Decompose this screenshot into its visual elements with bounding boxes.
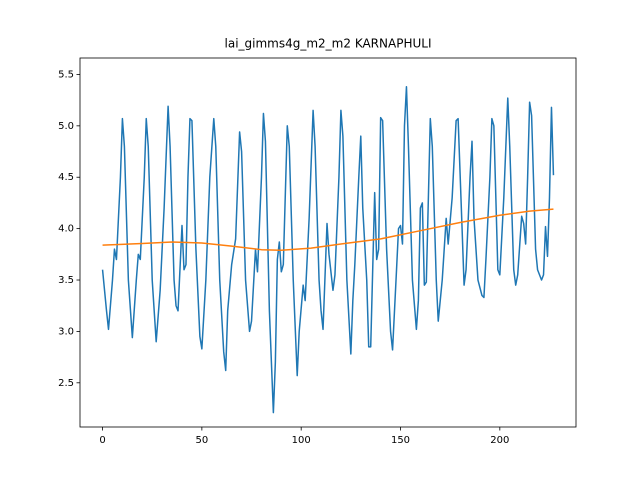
y-tick-label: 4.5 (58, 172, 74, 183)
x-tick-label: 200 (490, 435, 509, 446)
chart-title: lai_gimms4g_m2_m2 KARNAPHULI (225, 37, 432, 51)
y-tick-label: 4.0 (58, 224, 74, 235)
y-tick-label: 5.5 (58, 69, 74, 80)
x-tick-label: 100 (292, 435, 311, 446)
y-tick-label: 3.5 (58, 275, 74, 286)
plot-frame (79, 57, 577, 428)
x-tick-label: 50 (195, 435, 208, 446)
y-tick-label: 5.0 (58, 121, 74, 132)
data-line (102, 208, 554, 251)
x-tick-label: 0 (99, 435, 105, 446)
y-tick-label: 2.5 (58, 378, 74, 389)
x-tick-label: 150 (391, 435, 410, 446)
y-tick-label: 3.0 (58, 326, 74, 337)
data-line (101, 86, 555, 414)
